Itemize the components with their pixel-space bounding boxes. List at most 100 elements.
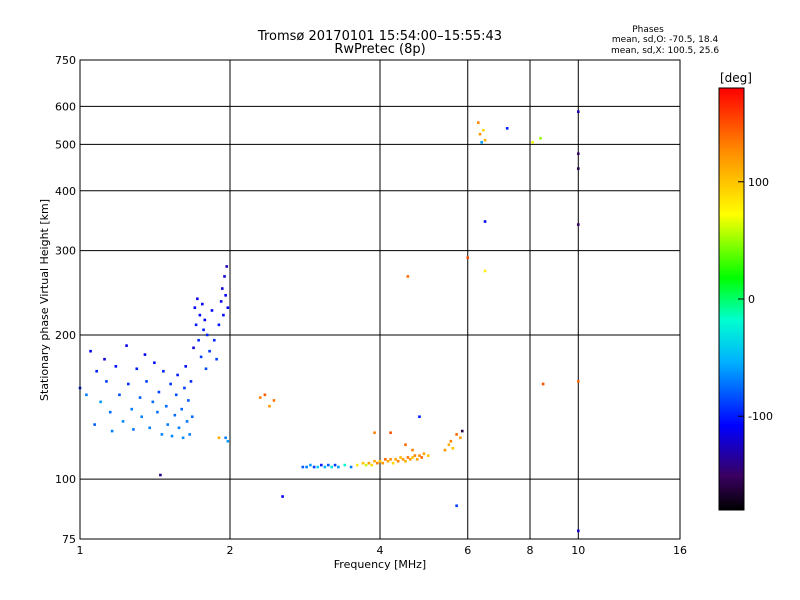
y-tick-label: 100 (55, 473, 76, 486)
y-tick-label: 400 (55, 185, 76, 198)
data-point (375, 461, 379, 465)
y-tick-label: 750 (55, 54, 76, 67)
data-point (443, 448, 447, 452)
data-point (135, 367, 139, 371)
x-tick-label: 1 (77, 544, 84, 557)
data-point (483, 138, 487, 142)
data-point (89, 349, 92, 353)
data-point (196, 297, 199, 301)
data-point (389, 431, 392, 435)
data-point (189, 380, 193, 383)
data-point (156, 410, 159, 414)
data-point (541, 382, 545, 386)
data-point (105, 380, 108, 383)
data-point (121, 420, 125, 423)
data-point (459, 436, 462, 440)
data-point (576, 223, 580, 226)
data-point (204, 367, 208, 371)
data-point (118, 393, 121, 397)
data-point (309, 463, 312, 467)
data-point (183, 386, 186, 390)
y-tick-label: 200 (55, 329, 76, 342)
data-point (408, 458, 412, 461)
data-point (404, 443, 407, 447)
data-point (224, 436, 227, 440)
data-point (576, 110, 580, 113)
data-point (164, 404, 168, 408)
data-point (449, 439, 453, 443)
data-point (210, 309, 214, 312)
plot-frame (79, 59, 681, 540)
data-point (85, 393, 88, 397)
data-point (301, 465, 305, 469)
data-point (219, 300, 223, 303)
data-point (483, 269, 487, 273)
data-point (114, 365, 118, 368)
y-tick-label: 300 (55, 245, 76, 258)
data-point (391, 461, 395, 465)
colorbar-tick-label: 0 (748, 293, 755, 306)
data-point (143, 353, 147, 356)
data-point (422, 452, 426, 456)
data-point (198, 313, 202, 317)
y-axis-label: Stationary phase Virtual Height [km] (38, 199, 51, 401)
data-point (531, 140, 534, 144)
data-point (480, 140, 484, 144)
data-point (477, 121, 480, 124)
data-point (162, 369, 165, 373)
data-point (108, 410, 112, 414)
data-point (205, 333, 209, 337)
x-tick-labels: 1 2 4 6 8 10 16 (77, 544, 688, 557)
data-point (125, 344, 128, 347)
y-tick-label: 75 (62, 533, 76, 546)
data-point (217, 323, 221, 327)
data-point (447, 443, 451, 447)
data-point (223, 275, 226, 278)
data-point (180, 407, 184, 411)
data-point (173, 413, 177, 417)
data-point (316, 465, 320, 469)
data-point (415, 458, 419, 461)
data-point (460, 429, 464, 433)
data-points (78, 110, 580, 533)
data-point (323, 465, 327, 469)
data-point (576, 152, 580, 156)
phases-title: Phases (632, 25, 664, 35)
data-point (145, 380, 148, 383)
data-point (148, 426, 152, 430)
data-point (367, 461, 371, 465)
data-point (201, 302, 204, 306)
phases-o-stats: mean, sd,O: -70.5, 18.4 (612, 35, 719, 45)
data-point (355, 463, 359, 467)
data-point (420, 456, 423, 459)
data-point (224, 294, 227, 297)
data-point (389, 458, 392, 461)
data-point (176, 373, 179, 377)
data-point (220, 287, 224, 290)
data-point (411, 456, 414, 459)
data-point (151, 400, 155, 404)
data-point (202, 328, 205, 332)
colorbar-tick-label: 100 (748, 176, 769, 189)
data-point (272, 399, 276, 402)
data-point (170, 434, 174, 438)
data-point (197, 338, 200, 342)
data-point (505, 127, 509, 130)
data-point (226, 439, 230, 443)
x-tick-label: 16 (673, 544, 687, 557)
data-point (401, 458, 405, 461)
data-point (337, 465, 340, 469)
chart-subtitle: RwPretec (8p) (334, 42, 425, 57)
data-point (305, 465, 308, 469)
data-point (406, 275, 410, 278)
data-point (327, 463, 330, 467)
x-tick-label: 4 (377, 544, 384, 557)
data-point (330, 465, 334, 469)
data-point (157, 390, 161, 394)
data-point (212, 338, 216, 342)
data-point (215, 357, 218, 361)
data-point (169, 382, 172, 386)
data-point (132, 428, 135, 431)
data-point (203, 318, 207, 322)
y-tick-label: 500 (55, 138, 76, 151)
